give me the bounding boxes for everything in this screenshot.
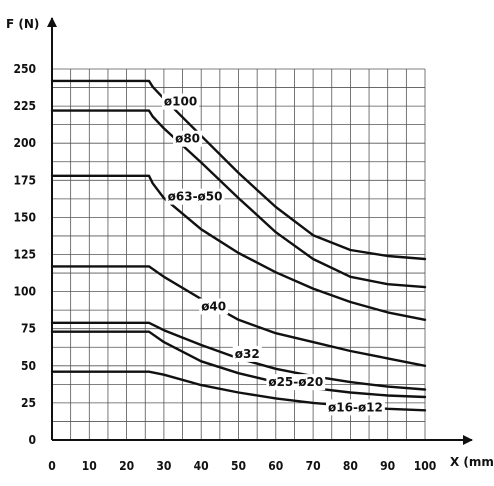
x-tick-label: 30 — [156, 459, 171, 473]
tick-labels: 0 10 20 30 40 50 60 70 80 90 100 0 25 50 75 100 125 150 17… — [13, 62, 436, 473]
curve-label-background — [173, 130, 203, 147]
curve-label-background — [326, 399, 385, 416]
y-tick-label: 50 — [21, 359, 36, 373]
x-tick-label: 80 — [343, 459, 358, 473]
y-tick-label: 125 — [13, 248, 36, 262]
x-tick-label: 90 — [380, 459, 395, 473]
x-tick-label: 60 — [268, 459, 283, 473]
curve-label-background — [199, 298, 229, 315]
curve-label: ø63-ø50 — [168, 190, 223, 204]
curve-label-background — [266, 374, 326, 391]
series-line — [50, 321, 427, 391]
curve-label: ø40 — [201, 299, 226, 313]
y-tick-label: 150 — [13, 210, 36, 224]
series-line — [50, 265, 427, 367]
curve-label-background — [165, 188, 225, 205]
curve-label: ø100 — [164, 95, 197, 109]
x-tick-label: 70 — [306, 459, 321, 473]
x-tick-label: 0 — [48, 459, 56, 473]
y-axis-label: F (N) — [6, 17, 39, 31]
x-tick-label: 100 — [414, 459, 437, 473]
x-tick-label: 10 — [82, 459, 97, 473]
curve-label-background — [232, 345, 262, 362]
x-tick-label: 20 — [119, 459, 134, 473]
x-tick-label: 40 — [194, 459, 209, 473]
curve-label-background — [161, 93, 200, 110]
y-tick-label: 250 — [13, 62, 36, 76]
y-tick-label: 225 — [13, 99, 36, 113]
y-tick-label: 0 — [28, 433, 36, 447]
curve-label: ø32 — [235, 347, 260, 361]
curve-labels: ø100 ø80 ø63-ø50 ø40 ø32 ø25-ø20 ø16-ø12 — [161, 93, 385, 416]
curve-label: ø80 — [175, 132, 200, 146]
x-tick-label: 50 — [231, 459, 246, 473]
x-axis-label: X (mm) — [450, 455, 494, 469]
series-line — [50, 330, 427, 399]
y-tick-label: 200 — [13, 136, 36, 150]
y-tick-label: 25 — [21, 396, 36, 410]
curve-label: ø25-ø20 — [268, 375, 323, 389]
series-line — [50, 79, 427, 261]
series-line — [50, 174, 427, 321]
y-tick-label: 175 — [13, 173, 36, 187]
y-tick-label: 75 — [21, 322, 36, 336]
series-line — [50, 109, 427, 289]
axes: F (N) X (mm) — [6, 17, 494, 469]
y-tick-label: 100 — [13, 285, 36, 299]
curve-label: ø16-ø12 — [328, 400, 383, 414]
